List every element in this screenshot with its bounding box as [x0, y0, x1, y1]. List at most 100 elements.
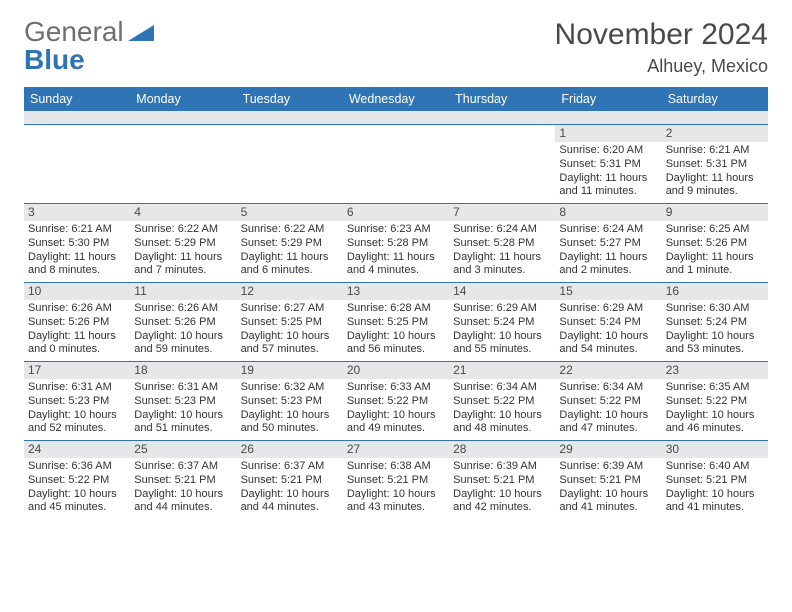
sunset-text: Sunset: 5:21 PM	[241, 474, 339, 488]
day-cell: 2Sunrise: 6:21 AMSunset: 5:31 PMDaylight…	[662, 125, 768, 203]
daylight-text-2: and 47 minutes.	[559, 422, 657, 436]
day-number: 29	[555, 441, 661, 458]
sunrise-text: Sunrise: 6:34 AM	[453, 381, 551, 395]
sunset-text: Sunset: 5:26 PM	[134, 316, 232, 330]
sunset-text: Sunset: 5:30 PM	[28, 237, 126, 251]
sunrise-text: Sunrise: 6:37 AM	[134, 460, 232, 474]
sunset-text: Sunset: 5:22 PM	[666, 395, 764, 409]
day-number: 1	[555, 125, 661, 142]
daylight-text-1: Daylight: 10 hours	[666, 330, 764, 344]
daylight-text-1: Daylight: 10 hours	[134, 330, 232, 344]
daylight-text-2: and 44 minutes.	[134, 501, 232, 515]
day-number: 22	[555, 362, 661, 379]
daylight-text-2: and 59 minutes.	[134, 343, 232, 357]
sunset-text: Sunset: 5:25 PM	[347, 316, 445, 330]
sunset-text: Sunset: 5:23 PM	[134, 395, 232, 409]
day-cell: 22 Sunrise: 6:34 AMSunset: 5:22 PMDayligh…	[555, 362, 661, 440]
daylight-text-1: Daylight: 10 hours	[453, 330, 551, 344]
sunset-text: Sunset: 5:23 PM	[241, 395, 339, 409]
daylight-text-1: Daylight: 10 hours	[559, 409, 657, 423]
day-cell: 19Sunrise: 6:32 AMSunset: 5:23 PMDayligh…	[237, 362, 343, 440]
sunrise-text: Sunrise: 6:29 AM	[559, 302, 657, 316]
sunrise-text: Sunrise: 6:24 AM	[453, 223, 551, 237]
daylight-text-1: Daylight: 10 hours	[666, 409, 764, 423]
day-number: 6	[343, 204, 449, 221]
daylight-text-1: Daylight: 10 hours	[241, 409, 339, 423]
day-cell: 28Sunrise: 6:39 AMSunset: 5:21 PMDayligh…	[449, 441, 555, 519]
sunset-text: Sunset: 5:25 PM	[241, 316, 339, 330]
daylight-text-1: Daylight: 10 hours	[347, 409, 445, 423]
day-cell: 4Sunrise: 6:22 AMSunset: 5:29 PMDaylight…	[130, 204, 236, 282]
sunset-text: Sunset: 5:22 PM	[347, 395, 445, 409]
day-number: 13	[343, 283, 449, 300]
daylight-text-2: and 41 minutes.	[666, 501, 764, 515]
daylight-text-1: Daylight: 11 hours	[559, 172, 657, 186]
sunrise-text: Sunrise: 6:21 AM	[666, 144, 764, 158]
weekday-fri: Friday	[555, 87, 661, 111]
daylight-text-2: and 6 minutes.	[241, 264, 339, 278]
daylight-text-1: Daylight: 11 hours	[134, 251, 232, 265]
day-cell	[130, 125, 236, 203]
day-cell: 27Sunrise: 6:38 AMSunset: 5:21 PMDayligh…	[343, 441, 449, 519]
sunrise-text: Sunrise: 6:29 AM	[453, 302, 551, 316]
day-number: 19	[237, 362, 343, 379]
sunrise-text: Sunrise: 6:39 AM	[453, 460, 551, 474]
daylight-text-2: and 57 minutes.	[241, 343, 339, 357]
daylight-text-2: and 56 minutes.	[347, 343, 445, 357]
day-cell: 12Sunrise: 6:27 AMSunset: 5:25 PMDayligh…	[237, 283, 343, 361]
sunrise-text: Sunrise: 6:39 AM	[559, 460, 657, 474]
daylight-text-2: and 4 minutes.	[347, 264, 445, 278]
day-cell: 13Sunrise: 6:28 AMSunset: 5:25 PMDayligh…	[343, 283, 449, 361]
day-cell	[343, 125, 449, 203]
day-number: 9	[662, 204, 768, 221]
daylight-text-1: Daylight: 11 hours	[666, 172, 764, 186]
daylight-text-2: and 1 minute.	[666, 264, 764, 278]
daylight-text-2: and 3 minutes.	[453, 264, 551, 278]
day-cell: 14Sunrise: 6:29 AMSunset: 5:24 PMDayligh…	[449, 283, 555, 361]
sunset-text: Sunset: 5:21 PM	[559, 474, 657, 488]
day-cell: 20Sunrise: 6:33 AMSunset: 5:22 PMDayligh…	[343, 362, 449, 440]
daylight-text-2: and 53 minutes.	[666, 343, 764, 357]
daylight-text-2: and 52 minutes.	[28, 422, 126, 436]
day-number: 5	[237, 204, 343, 221]
sunset-text: Sunset: 5:31 PM	[666, 158, 764, 172]
weekday-header: Sunday Monday Tuesday Wednesday Thursday…	[24, 87, 768, 111]
sunset-text: Sunset: 5:24 PM	[559, 316, 657, 330]
header: General Blue November 2024 Alhuey, Mexic…	[24, 18, 768, 77]
day-cell	[449, 125, 555, 203]
sunset-text: Sunset: 5:21 PM	[666, 474, 764, 488]
weekday-wed: Wednesday	[343, 87, 449, 111]
day-cell: 10Sunrise: 6:26 AMSunset: 5:26 PMDayligh…	[24, 283, 130, 361]
sunset-text: Sunset: 5:29 PM	[241, 237, 339, 251]
sunrise-text: Sunrise: 6:34 AM	[559, 381, 657, 395]
daylight-text-2: and 41 minutes.	[559, 501, 657, 515]
day-number: 12	[237, 283, 343, 300]
day-cell: 17Sunrise: 6:31 AMSunset: 5:23 PMDayligh…	[24, 362, 130, 440]
day-number: 10	[24, 283, 130, 300]
sunset-text: Sunset: 5:21 PM	[134, 474, 232, 488]
day-number: 16	[662, 283, 768, 300]
daylight-text-1: Daylight: 11 hours	[28, 251, 126, 265]
daylight-text-1: Daylight: 10 hours	[559, 330, 657, 344]
sunset-text: Sunset: 5:22 PM	[453, 395, 551, 409]
sunset-text: Sunset: 5:28 PM	[453, 237, 551, 251]
day-cell: 30Sunrise: 6:40 AMSunset: 5:21 PMDayligh…	[662, 441, 768, 519]
daylight-text-2: and 11 minutes.	[559, 185, 657, 199]
sunrise-text: Sunrise: 6:26 AM	[28, 302, 126, 316]
sunset-text: Sunset: 5:22 PM	[559, 395, 657, 409]
day-cell: 6Sunrise: 6:23 AMSunset: 5:28 PMDaylight…	[343, 204, 449, 282]
sunrise-text: Sunrise: 6:30 AM	[666, 302, 764, 316]
sunset-text: Sunset: 5:28 PM	[347, 237, 445, 251]
daylight-text-1: Daylight: 10 hours	[28, 488, 126, 502]
day-cell: 11Sunrise: 6:26 AMSunset: 5:26 PMDayligh…	[130, 283, 236, 361]
day-number: 17	[24, 362, 130, 379]
day-number: 4	[130, 204, 236, 221]
sunset-text: Sunset: 5:29 PM	[134, 237, 232, 251]
day-number: 14	[449, 283, 555, 300]
weekday-sat: Saturday	[662, 87, 768, 111]
daylight-text-2: and 9 minutes.	[666, 185, 764, 199]
daylight-text-2: and 42 minutes.	[453, 501, 551, 515]
day-cell: 9Sunrise: 6:25 AMSunset: 5:26 PMDaylight…	[662, 204, 768, 282]
day-cell	[24, 125, 130, 203]
daylight-text-1: Daylight: 10 hours	[241, 330, 339, 344]
